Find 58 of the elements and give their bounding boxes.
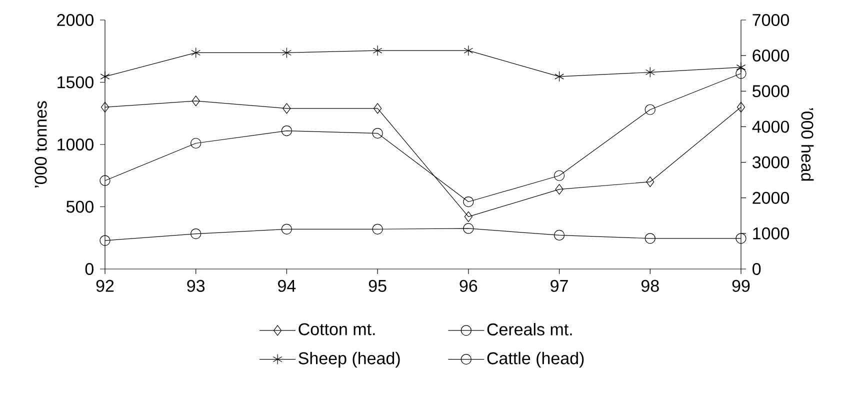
point	[554, 170, 565, 181]
point	[736, 233, 746, 244]
point	[646, 66, 655, 78]
y2-tick-label: 4000	[752, 120, 790, 133]
point	[374, 103, 382, 114]
x-tick-label: 99	[732, 280, 750, 292]
legend-label: Cattle (head)	[487, 352, 584, 368]
point	[282, 103, 291, 114]
x-tick-label: 94	[278, 280, 296, 292]
y-axis-title: ’000 tonnes	[34, 101, 47, 188]
point	[464, 211, 472, 222]
legend-label: Sheep (head)	[298, 352, 400, 368]
point	[191, 47, 200, 58]
point	[372, 45, 382, 56]
x-tick-label: 98	[641, 280, 659, 292]
y-tick-label: 1000	[58, 138, 94, 151]
point	[100, 102, 110, 112]
point	[190, 138, 202, 149]
point	[100, 235, 110, 246]
y-tick-label: 0	[85, 262, 94, 276]
y-tick-label: 2000	[57, 14, 94, 26]
y2-tick-label: 1000	[753, 227, 790, 240]
y2-tick-label: 6000	[752, 50, 790, 62]
point	[463, 196, 474, 208]
point	[281, 224, 292, 234]
y2-tick-label: 2000	[752, 192, 790, 204]
y-tick-label: 500	[66, 200, 94, 213]
point	[554, 71, 564, 82]
point	[463, 223, 474, 234]
x-tick-label: 92	[96, 280, 114, 292]
point	[464, 45, 474, 56]
point	[736, 68, 746, 79]
point	[555, 184, 564, 195]
x-tick-label: 97	[550, 280, 568, 292]
point	[372, 128, 383, 139]
point	[736, 102, 746, 112]
y2-axis-title: ’000 head	[801, 108, 814, 181]
point	[100, 71, 110, 82]
y2-tick-label: 0	[752, 262, 761, 276]
point	[100, 175, 110, 186]
point	[190, 228, 202, 240]
y2-tick-label: 5000	[752, 85, 790, 98]
y2-tick-label: 7000	[752, 14, 790, 26]
point	[192, 96, 200, 106]
legend-label: Cotton mt.	[298, 323, 375, 336]
x-tick-label: 95	[368, 280, 386, 292]
point	[372, 224, 383, 234]
point	[281, 126, 292, 136]
point	[646, 176, 654, 188]
x-tick-label: 96	[460, 280, 478, 292]
x-tick-label: 93	[187, 280, 205, 292]
point	[644, 233, 656, 244]
y-tick-label: 1500	[58, 76, 94, 88]
legend-label: Cereals mt.	[487, 322, 572, 336]
y2-tick-label: 3000	[752, 156, 790, 168]
point	[644, 104, 656, 115]
point	[282, 47, 292, 58]
point	[554, 230, 565, 241]
